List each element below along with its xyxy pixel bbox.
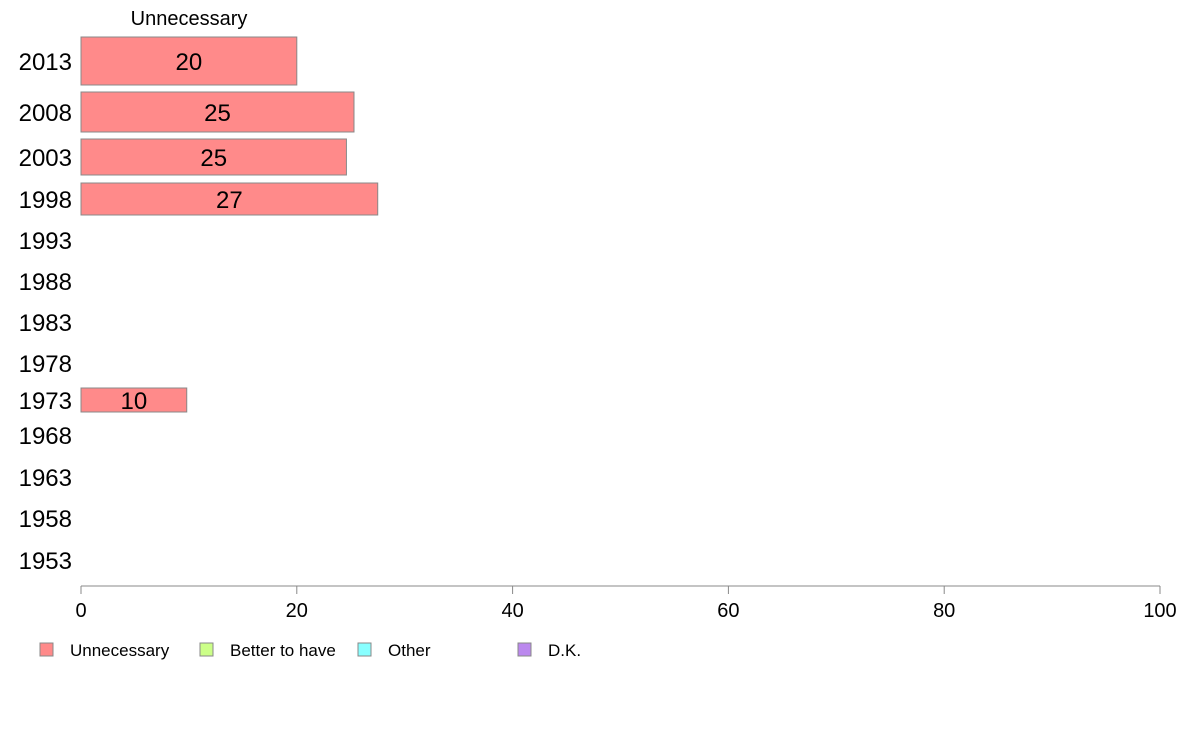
x-tick-label-100: 100 xyxy=(1143,600,1176,622)
year-label-1953: 1953 xyxy=(19,548,72,575)
series-header: Unnecessary xyxy=(131,8,248,30)
legend-swatch-better-to-have xyxy=(199,642,214,657)
year-label-1973: 1973 xyxy=(19,388,72,415)
legend-label-other: Other xyxy=(388,641,431,660)
bar-value-label-2008: 25 xyxy=(204,100,231,127)
year-label-2003: 2003 xyxy=(19,145,72,172)
bar-2013 xyxy=(80,36,298,86)
year-labels: 2013 2008 2003 1998 1993 1988 1983 1978 1973 1968… xyxy=(19,49,72,575)
year-label-1963: 1963 xyxy=(19,465,72,492)
legend-swatch-unnecessary xyxy=(39,642,54,657)
year-label-1998: 1998 xyxy=(19,187,72,214)
bars xyxy=(80,36,379,413)
bar-value-label-2013: 20 xyxy=(176,49,203,76)
legend-swatch-other xyxy=(357,642,372,657)
legend-label-better-to-have: Better to have xyxy=(230,641,336,660)
bar-2008 xyxy=(80,91,355,133)
year-label-1988: 1988 xyxy=(19,269,72,296)
legend: Unnecessary Better to have Other D.K. xyxy=(39,641,581,660)
x-tick-label-40: 40 xyxy=(501,600,523,622)
x-tick-label-20: 20 xyxy=(286,600,308,622)
year-label-1968: 1968 xyxy=(19,423,72,450)
bar-1998 xyxy=(80,182,379,216)
year-label-1983: 1983 xyxy=(19,310,72,337)
bar-2003 xyxy=(80,138,347,176)
x-tick-label-0: 0 xyxy=(75,600,86,622)
year-label-1978: 1978 xyxy=(19,351,72,378)
bar-value-label-1998: 27 xyxy=(216,187,243,214)
year-label-2008: 2008 xyxy=(19,100,72,127)
bar-value-label-1973: 10 xyxy=(121,388,148,415)
year-label-2013: 2013 xyxy=(19,49,72,76)
legend-label-d-k: D.K. xyxy=(548,641,581,660)
x-tick-label-60: 60 xyxy=(717,600,739,622)
bar-1973 xyxy=(80,387,188,413)
legend-swatch-d-k xyxy=(517,642,532,657)
x-axis: 0 20 40 60 80 100 xyxy=(75,585,1177,622)
x-tick-label-80: 80 xyxy=(933,600,955,622)
bar-value-label-2003: 25 xyxy=(200,145,227,172)
year-label-1958: 1958 xyxy=(19,506,72,533)
legend-label-unnecessary: Unnecessary xyxy=(70,641,170,660)
year-label-1993: 1993 xyxy=(19,228,72,255)
